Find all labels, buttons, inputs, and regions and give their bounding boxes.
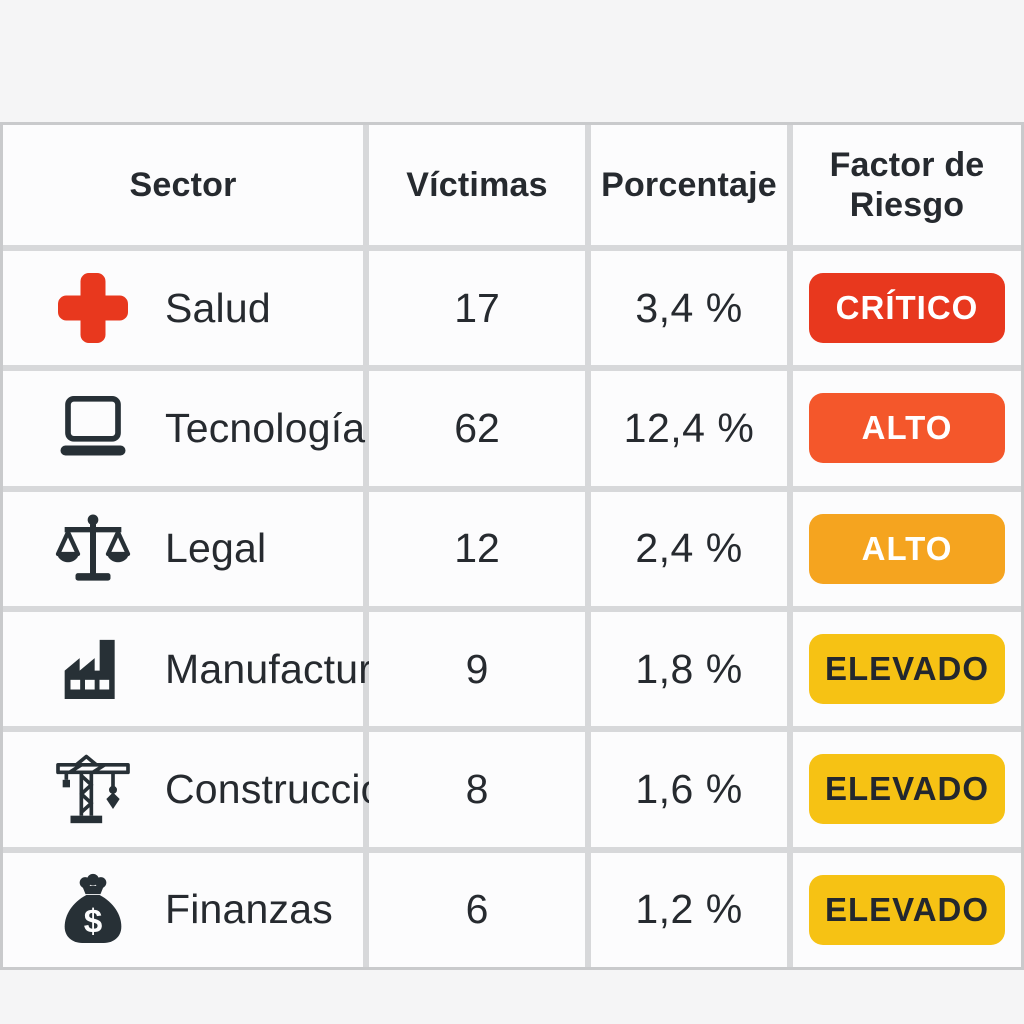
victims-value: 17 <box>369 251 585 366</box>
sector-name: Legal <box>165 525 267 572</box>
risk-cell: ALTO <box>793 371 1021 486</box>
table-row-finanzas-sector: $ Finanzas <box>3 852 363 967</box>
header-victimas: Víctimas <box>369 125 585 245</box>
percentage-value: 12,4 % <box>591 371 787 486</box>
sector-name: Construcción <box>165 765 407 812</box>
victims-value: 9 <box>369 612 585 727</box>
money-bag-icon: $ <box>51 868 135 952</box>
table-row-manufactura-sector: Manufactura <box>3 612 395 727</box>
table-row-salud-sector: Salud <box>3 251 363 366</box>
sector-name: Manufactura <box>165 645 396 692</box>
percentage-value: 3,4 % <box>591 251 787 366</box>
victims-value: 6 <box>369 852 585 967</box>
header-factor-riesgo: Factor de Riesgo <box>793 125 1021 245</box>
scales-icon <box>51 507 135 591</box>
risk-cell: ELEVADO <box>793 852 1021 967</box>
medical-cross-icon <box>51 266 135 350</box>
risk-cell: ELEVADO <box>793 612 1021 727</box>
victims-value: 8 <box>369 732 585 847</box>
victims-value: 12 <box>369 491 585 606</box>
header-factor-riesgo-label: Factor de Riesgo <box>829 145 985 224</box>
percentage-value: 1,8 % <box>591 612 787 727</box>
risk-badge: ELEVADO <box>809 634 1005 705</box>
table-row-tecnologia-sector: Tecnología <box>3 371 366 486</box>
percentage-value: 1,6 % <box>591 732 787 847</box>
factory-icon <box>51 627 135 711</box>
table-row-construccion-sector: Construcción <box>3 732 406 847</box>
svg-text:$: $ <box>84 903 103 940</box>
sector-name: Salud <box>165 284 271 331</box>
risk-cell: CRÍTICO <box>793 251 1021 366</box>
victims-value: 62 <box>369 371 585 486</box>
risk-badge: ALTO <box>809 393 1005 464</box>
table-row-legal-sector: Legal <box>3 491 363 606</box>
laptop-icon <box>51 386 135 470</box>
crane-icon <box>51 747 135 831</box>
risk-cell: ALTO <box>793 491 1021 606</box>
risk-cell: ELEVADO <box>793 732 1021 847</box>
sector-name: Tecnología <box>165 404 366 451</box>
risk-badge: ALTO <box>809 513 1005 584</box>
risk-badge: ELEVADO <box>809 874 1005 945</box>
risk-badge: CRÍTICO <box>809 273 1005 344</box>
sector-risk-table: Sector Víctimas Porcentaje Factor de Rie… <box>0 122 1024 970</box>
sector-name: Finanzas <box>165 886 333 933</box>
header-porcentaje: Porcentaje <box>591 125 787 245</box>
risk-badge: ELEVADO <box>809 754 1005 825</box>
header-sector: Sector <box>3 125 363 245</box>
percentage-value: 2,4 % <box>591 491 787 606</box>
percentage-value: 1,2 % <box>591 852 787 967</box>
